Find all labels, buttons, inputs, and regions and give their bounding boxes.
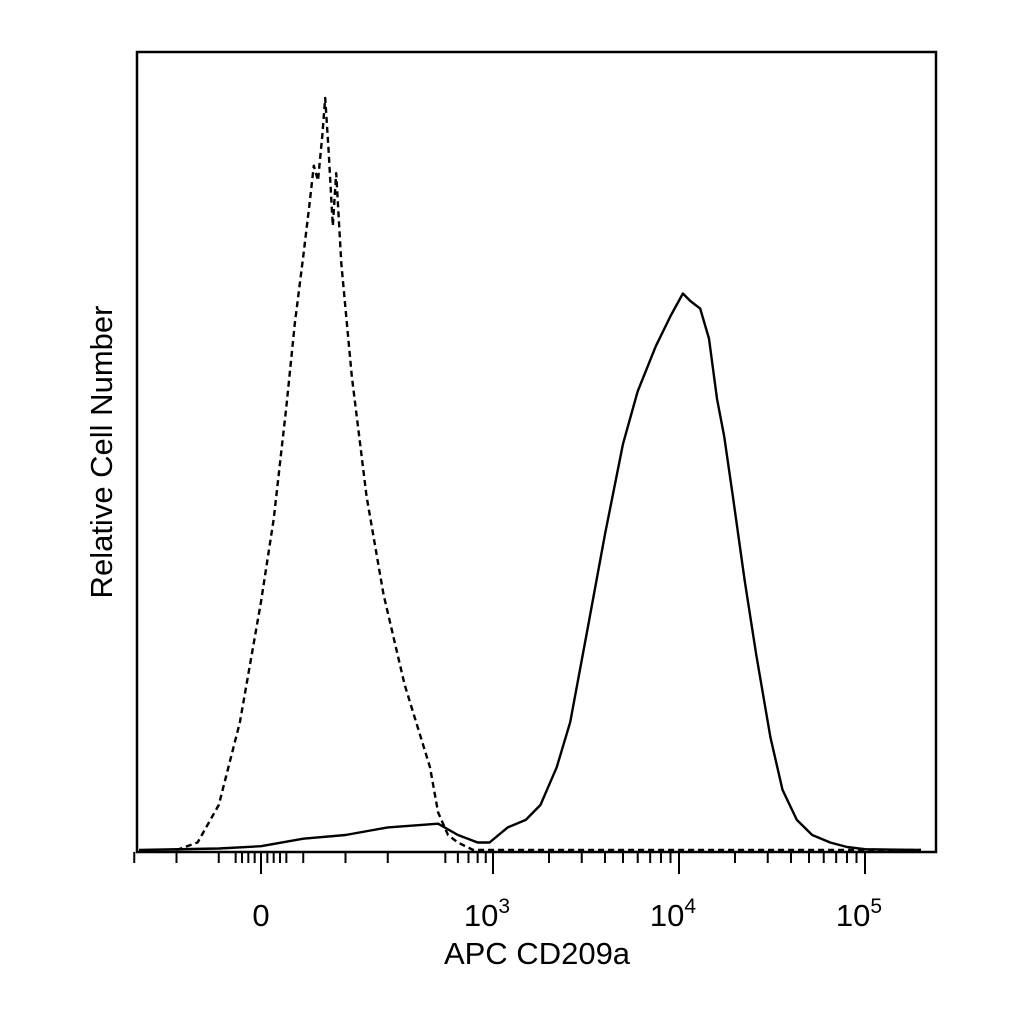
x-tick-label: 0 bbox=[252, 898, 269, 933]
series-line-2-solid bbox=[138, 292, 922, 852]
plot-frame bbox=[135, 50, 938, 854]
series-line-1-dashed bbox=[176, 96, 921, 852]
x-tick-label: 103 bbox=[464, 895, 510, 933]
y-axis-label: Relative Cell Number bbox=[84, 306, 119, 599]
x-axis-tick-labels: 0 103 104 105 bbox=[252, 895, 882, 933]
x-axis-label: APC CD209a bbox=[444, 936, 631, 971]
x-tick-label: 104 bbox=[650, 895, 696, 933]
x-axis-ticks bbox=[133, 852, 866, 874]
x-tick-label: 105 bbox=[836, 895, 882, 933]
series-layer bbox=[138, 96, 922, 852]
